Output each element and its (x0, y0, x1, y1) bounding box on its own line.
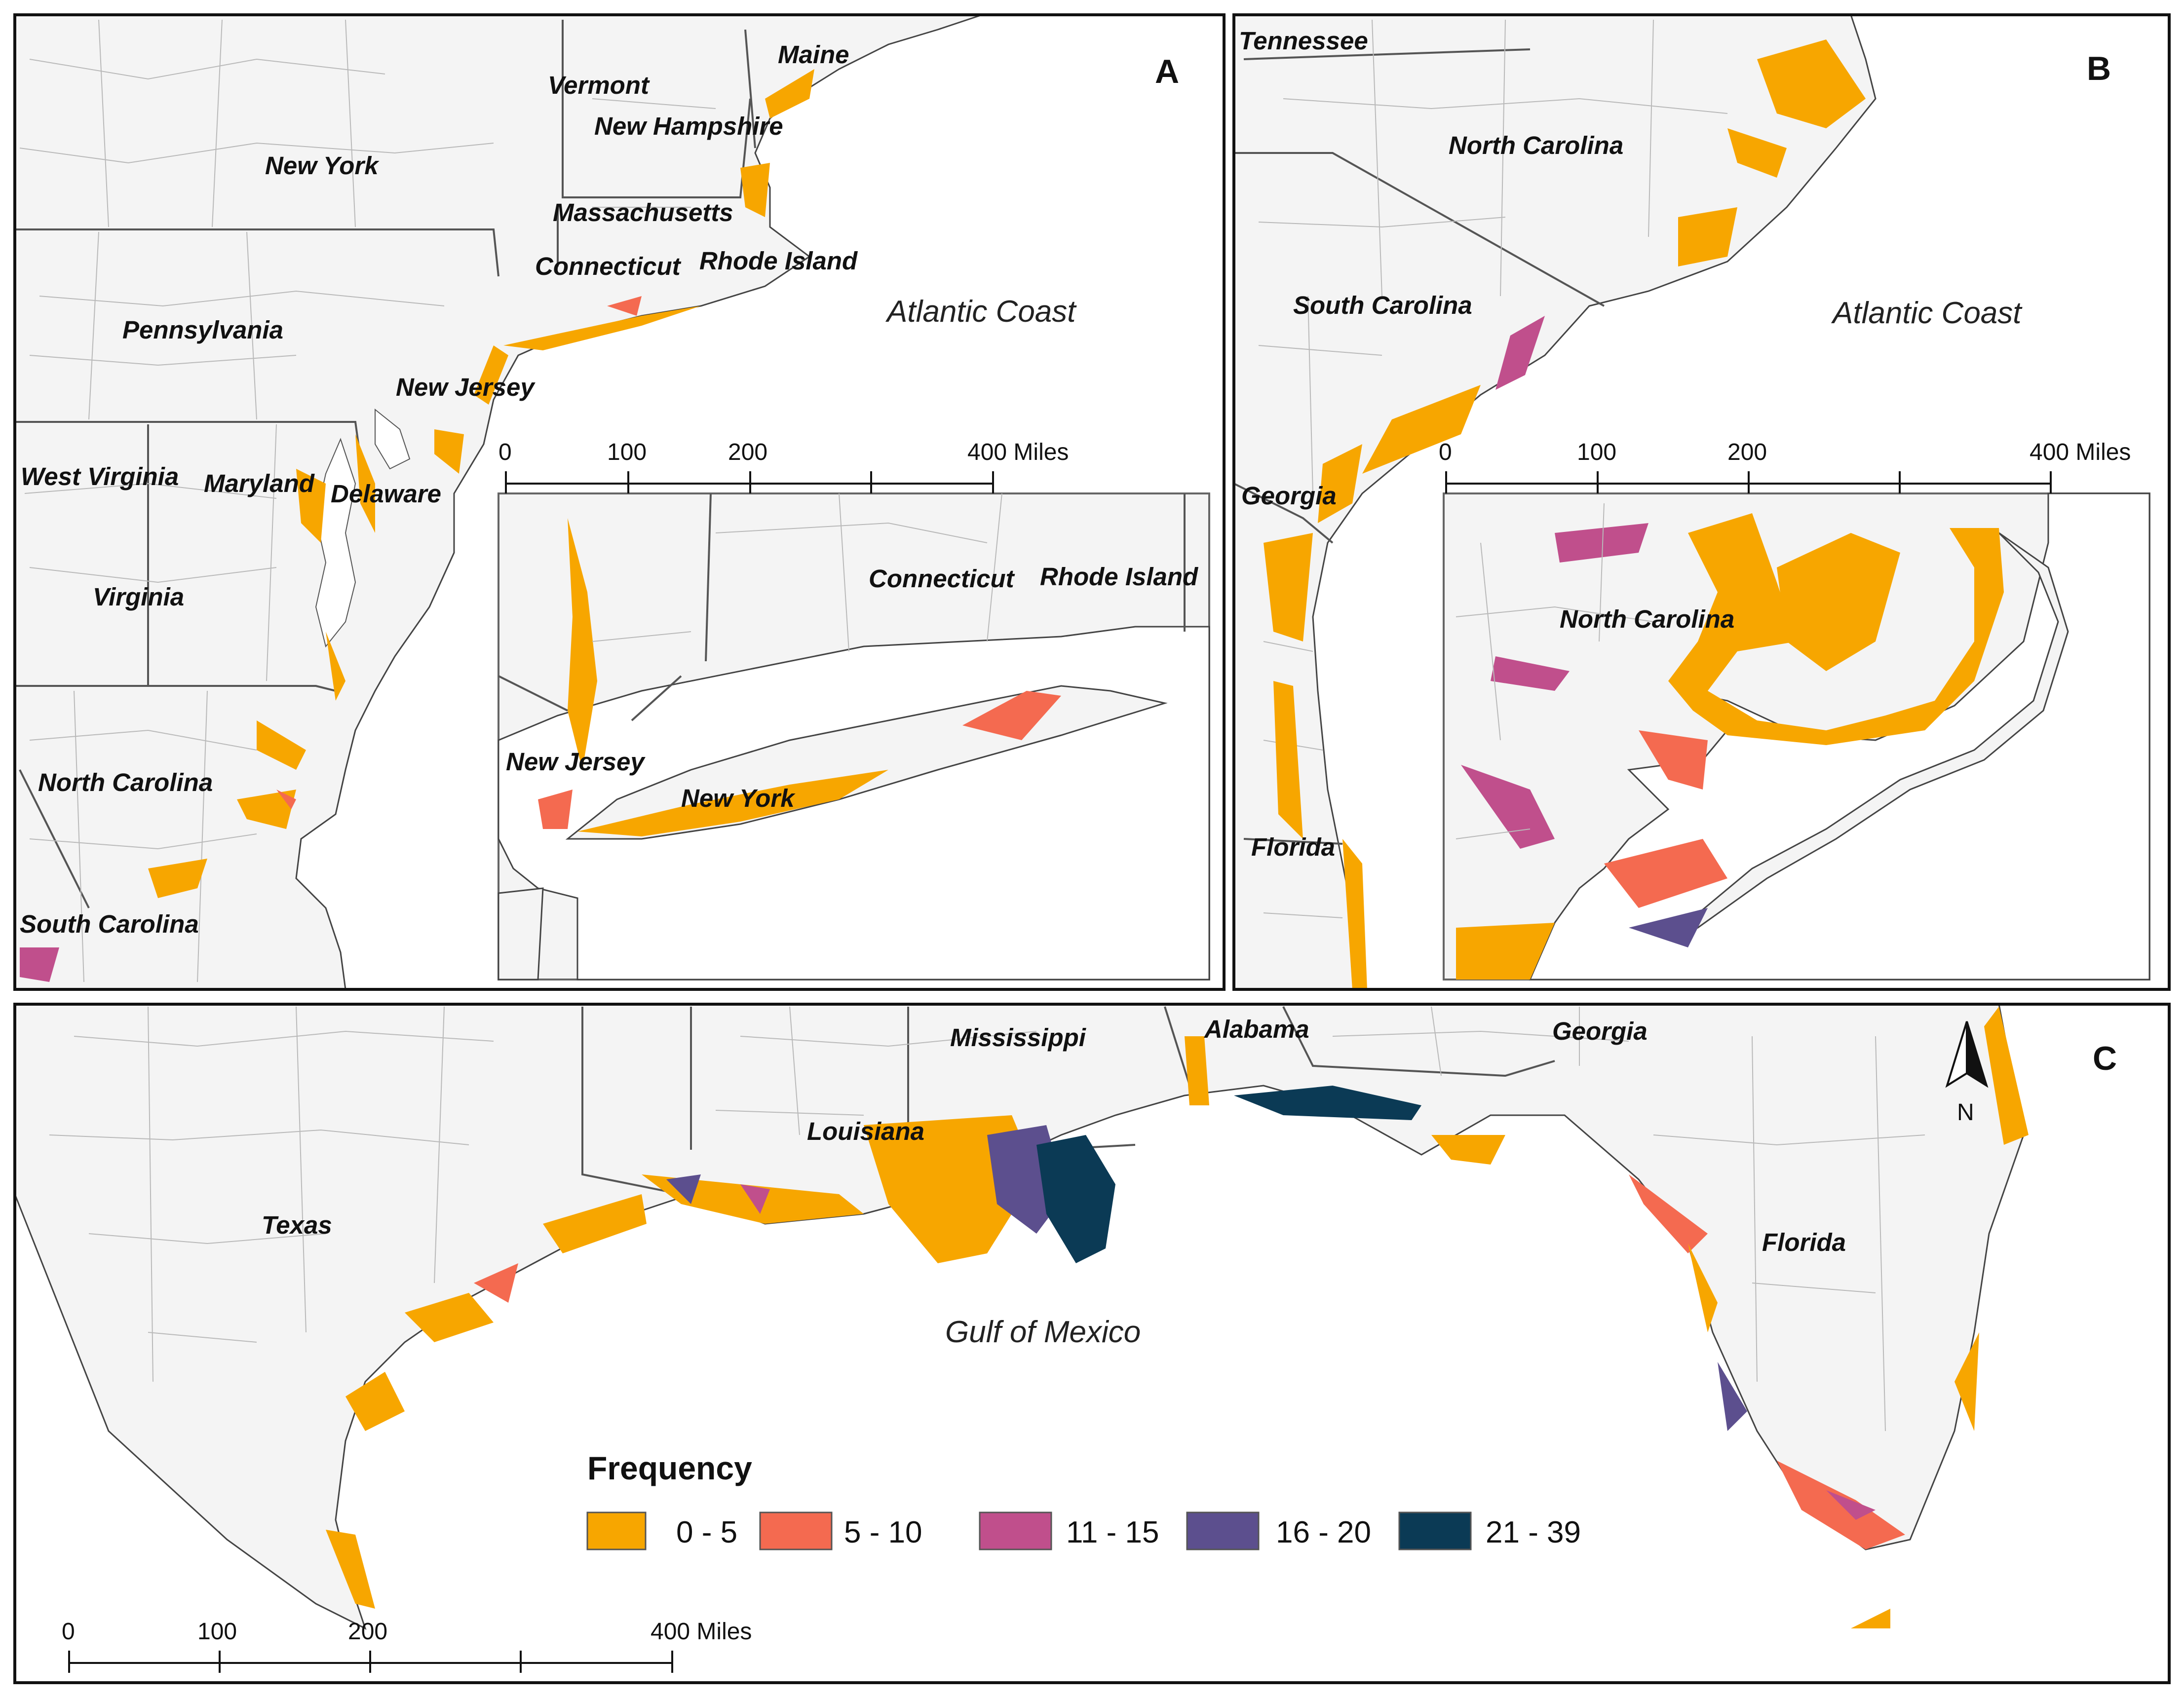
panel-c-frame (13, 1003, 2171, 1684)
panel-label-c: C (2093, 1040, 2117, 1077)
scale-c-tick-0: 0 (62, 1619, 75, 1645)
panel-b-inset (1443, 492, 2150, 980)
scale-b-tick-100: 100 (1577, 439, 1616, 465)
label-georgia-c: Georgia (1552, 1017, 1648, 1045)
label-south-carolina: South Carolina (20, 910, 199, 938)
label-atlantic-coast-a: Atlantic Coast (885, 295, 1077, 329)
inset-label-rhode-island: Rhode Island (1040, 563, 1199, 591)
legend-swatch-11-15 (979, 1511, 1052, 1550)
inset-label-north-carolina: North Carolina (1560, 605, 1734, 633)
legend-swatch-21-39 (1398, 1511, 1472, 1550)
scale-bar-a: 0 100 200 400 Miles (498, 439, 1069, 493)
scale-c-tick-100: 100 (197, 1619, 237, 1645)
scale-a-tick-0: 0 (498, 439, 512, 465)
panel-b-frame (1232, 13, 2171, 991)
label-north-carolina: North Carolina (38, 768, 213, 796)
label-tennessee: Tennessee (1239, 27, 1368, 55)
legend-label-5-10: 5 - 10 (844, 1515, 922, 1549)
label-mississippi: Mississippi (950, 1023, 1087, 1052)
label-alabama: Alabama (1203, 1015, 1309, 1043)
panel-a: Maine Vermont New Hampshire New York Mas… (15, 14, 1225, 990)
legend-label-11-15: 11 - 15 (1066, 1515, 1159, 1549)
inset-label-connecticut: Connecticut (869, 565, 1015, 593)
label-pennsylvania: Pennsylvania (122, 316, 283, 344)
label-new-jersey: New Jersey (396, 373, 536, 401)
label-maine: Maine (778, 40, 849, 69)
label-new-hampshire: New Hampshire (594, 112, 783, 140)
label-rhode-island: Rhode Island (699, 247, 858, 275)
label-new-york: New York (265, 151, 380, 180)
label-maryland: Maryland (204, 469, 315, 497)
legend-swatch-16-20 (1186, 1511, 1260, 1550)
label-south-carolina-b: South Carolina (1293, 291, 1472, 319)
legend-label-16-20: 16 - 20 (1276, 1515, 1371, 1549)
panel-label-b: B (2087, 50, 2111, 87)
label-delaware: Delaware (331, 480, 441, 508)
panel-c: Frequency 0 - 5 5 - 10 11 - 15 16 - 20 2… (14, 1003, 2170, 1684)
label-vermont: Vermont (548, 71, 650, 99)
north-label: N (1957, 1099, 1974, 1126)
legend-label-0-5: 0 - 5 (676, 1515, 737, 1549)
scale-b-tick-200: 200 (1727, 439, 1767, 465)
scale-bar-c: 0 100 200 400 Miles (62, 1619, 752, 1673)
scale-b-tick-0: 0 (1439, 439, 1452, 465)
label-georgia-b: Georgia (1241, 482, 1337, 510)
legend: Frequency 0 - 5 5 - 10 11 - 15 16 - 20 2… (586, 1450, 1581, 1550)
scale-c-tick-200: 200 (348, 1619, 387, 1645)
panel-b: Tennessee North Carolina South Carolina … (1233, 14, 2170, 990)
label-virginia: Virginia (93, 583, 184, 611)
label-west-virginia: West Virginia (21, 462, 179, 490)
label-texas: Texas (262, 1211, 332, 1239)
scale-a-tick-200: 200 (728, 439, 767, 465)
scale-b-tick-400: 400 Miles (2030, 439, 2131, 465)
inset-label-new-york: New York (681, 784, 796, 812)
scale-a-tick-400: 400 Miles (967, 439, 1069, 465)
legend-swatch-0-5 (586, 1511, 647, 1550)
legend-title: Frequency (587, 1450, 752, 1486)
label-atlantic-coast-b: Atlantic Coast (1831, 296, 2023, 330)
panel-c-flood-zones (326, 1007, 2029, 1628)
panel-a-inset (498, 492, 1210, 980)
panel-label-a: A (1155, 53, 1179, 90)
panel-a-flood-zones (20, 69, 814, 982)
label-north-carolina-b: North Carolina (1449, 131, 1623, 159)
label-louisiana: Louisiana (807, 1117, 924, 1145)
label-florida-b: Florida (1251, 833, 1335, 861)
label-florida-c: Florida (1762, 1228, 1846, 1256)
label-massachusetts: Massachusetts (553, 198, 733, 226)
inset-label-new-jersey: New Jersey (506, 748, 646, 776)
label-connecticut: Connecticut (535, 252, 682, 280)
scale-c-tick-400: 400 Miles (651, 1619, 752, 1645)
label-gulf-of-mexico: Gulf of Mexico (945, 1315, 1141, 1349)
panel-b-flood-zones (1264, 39, 1866, 989)
panel-a-frame (13, 13, 1226, 991)
scale-bar-b: 0 100 200 400 Miles (1439, 439, 2131, 493)
scale-a-tick-100: 100 (607, 439, 647, 465)
legend-label-21-39: 21 - 39 (1486, 1515, 1581, 1549)
north-arrow-icon: N (1945, 1021, 1989, 1126)
legend-swatch-5-10 (759, 1511, 833, 1550)
